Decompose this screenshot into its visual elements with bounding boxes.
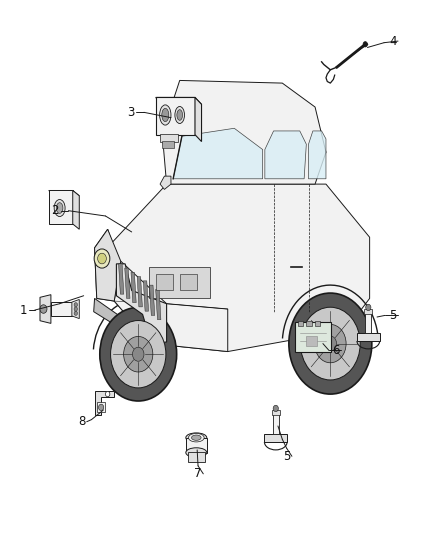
Polygon shape [308, 131, 326, 179]
Circle shape [366, 304, 371, 311]
Circle shape [40, 305, 47, 313]
Bar [187, 452, 205, 462]
Polygon shape [94, 298, 166, 349]
Bar [160, 134, 177, 142]
Text: 6: 6 [332, 344, 340, 357]
Circle shape [124, 336, 153, 372]
Ellipse shape [186, 448, 207, 457]
Bar [186, 438, 207, 453]
Text: 5: 5 [389, 309, 396, 322]
Text: 5: 5 [283, 450, 290, 463]
Polygon shape [72, 300, 79, 319]
Bar [97, 402, 106, 411]
Circle shape [324, 336, 336, 351]
Bar [273, 414, 279, 434]
Polygon shape [155, 98, 201, 104]
Bar [162, 141, 174, 149]
Polygon shape [137, 277, 142, 307]
Circle shape [132, 347, 144, 361]
Bar [315, 321, 320, 326]
Polygon shape [143, 281, 148, 311]
Circle shape [289, 293, 372, 394]
Bar [364, 309, 372, 314]
Polygon shape [162, 80, 326, 184]
Bar [155, 98, 195, 135]
Polygon shape [95, 229, 121, 301]
Circle shape [314, 325, 346, 363]
Polygon shape [95, 391, 114, 415]
Circle shape [74, 307, 78, 311]
Bar [265, 434, 287, 442]
Polygon shape [265, 131, 306, 179]
Bar [155, 274, 173, 290]
Circle shape [100, 308, 177, 401]
Bar [272, 410, 280, 415]
Polygon shape [160, 176, 171, 189]
Ellipse shape [177, 110, 183, 120]
Circle shape [300, 307, 360, 380]
Ellipse shape [159, 105, 171, 125]
Polygon shape [112, 184, 370, 352]
Polygon shape [117, 264, 166, 344]
Text: 8: 8 [78, 415, 85, 428]
Polygon shape [95, 229, 114, 301]
Ellipse shape [54, 199, 65, 216]
Bar [149, 266, 210, 298]
Circle shape [99, 404, 104, 410]
Polygon shape [155, 289, 161, 320]
Bar [297, 321, 303, 326]
Bar [306, 336, 317, 346]
Polygon shape [173, 128, 263, 179]
Bar [306, 321, 311, 326]
Bar [180, 274, 197, 290]
Polygon shape [40, 295, 51, 324]
Polygon shape [49, 190, 79, 196]
Text: 2: 2 [52, 204, 59, 217]
Polygon shape [149, 285, 155, 316]
Circle shape [273, 405, 279, 411]
Circle shape [106, 391, 110, 397]
Polygon shape [73, 190, 79, 229]
Ellipse shape [175, 107, 184, 124]
Polygon shape [125, 268, 130, 298]
Circle shape [98, 253, 106, 264]
Ellipse shape [186, 433, 207, 442]
Text: 3: 3 [127, 106, 134, 119]
Circle shape [110, 320, 166, 388]
Text: 1: 1 [20, 304, 27, 317]
Polygon shape [195, 98, 201, 142]
Polygon shape [295, 322, 331, 352]
Bar [357, 333, 380, 341]
Circle shape [74, 311, 78, 316]
Polygon shape [114, 261, 228, 352]
Bar [51, 302, 72, 316]
Text: 7: 7 [194, 467, 202, 480]
Bar [49, 190, 73, 224]
Text: 4: 4 [389, 35, 396, 47]
Ellipse shape [191, 435, 201, 440]
Polygon shape [119, 264, 124, 294]
Circle shape [94, 249, 110, 268]
Ellipse shape [188, 433, 204, 442]
Circle shape [363, 42, 367, 47]
Ellipse shape [162, 108, 169, 122]
Ellipse shape [57, 203, 63, 213]
Bar [365, 313, 371, 333]
Circle shape [74, 303, 78, 307]
Polygon shape [131, 272, 136, 303]
